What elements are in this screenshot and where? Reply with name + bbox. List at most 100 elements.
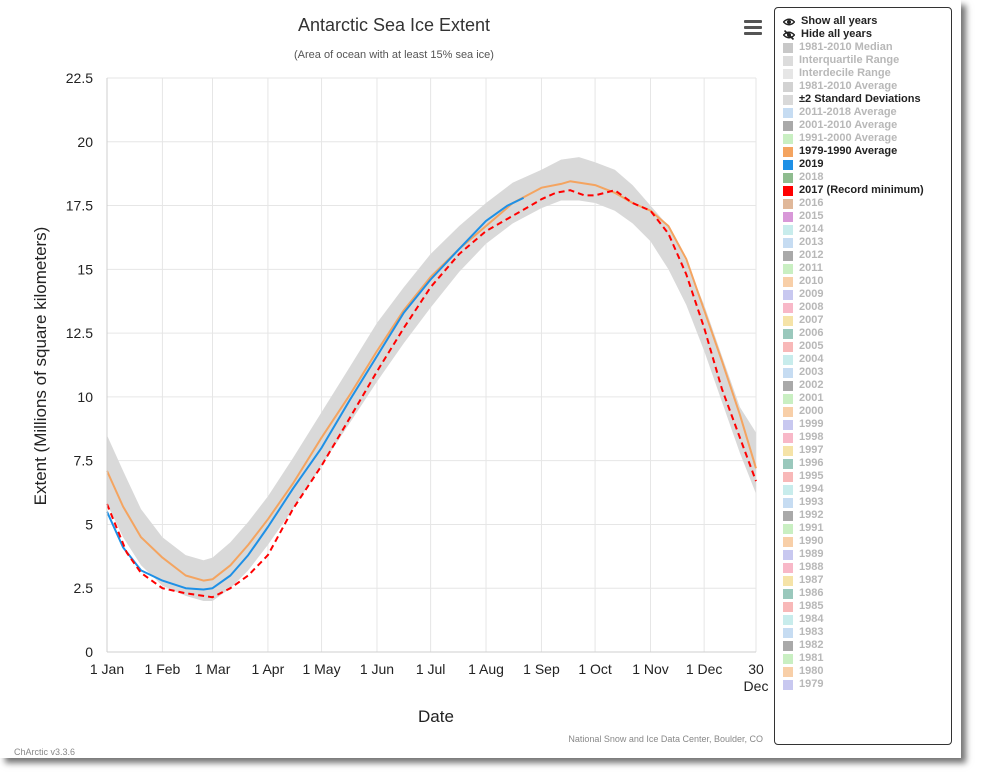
eye-icon [783, 18, 795, 25]
legend-item-label: 1986 [799, 587, 824, 599]
legend-item[interactable]: Interdecile Range [783, 67, 951, 80]
legend-item-label: 2007 [799, 314, 824, 326]
legend-item[interactable]: 2013 [783, 236, 951, 249]
legend-item-label: 1998 [799, 431, 824, 443]
legend-swatch [783, 276, 793, 287]
legend-item[interactable]: 2014 [783, 223, 951, 236]
x-tick-label: 1 Sep [523, 661, 560, 677]
legend-swatch [783, 289, 793, 300]
legend-item-label: 2000 [799, 405, 824, 417]
legend-item[interactable]: 1986 [783, 587, 951, 600]
legend-item-label: 1988 [799, 561, 824, 573]
x-tick-label: 1 Dec [686, 661, 723, 677]
legend-swatch [783, 679, 793, 690]
show-all-years-button[interactable]: Show all years [783, 15, 951, 28]
legend-swatch [783, 575, 793, 586]
legend-item[interactable]: 2017 (Record minimum) [783, 184, 951, 197]
legend-item[interactable]: 1982 [783, 639, 951, 652]
legend-item[interactable]: 1984 [783, 613, 951, 626]
legend-swatch [783, 614, 793, 625]
legend-item[interactable]: 1992 [783, 509, 951, 522]
legend-item[interactable]: 2011 [783, 262, 951, 275]
legend-item[interactable]: 2002 [783, 379, 951, 392]
legend-item[interactable]: 1979-1990 Average [783, 145, 951, 158]
legend-item[interactable]: 2005 [783, 340, 951, 353]
legend-item[interactable]: 1991-2000 Average [783, 132, 951, 145]
hamburger-menu-icon[interactable] [744, 20, 762, 36]
axis-layer: 0 2.5 5 7.5 10 12.5 15 17.5 20 22.5 1 Jan 1 Feb 1 Ma… [66, 70, 769, 694]
legend-item-label: 2012 [799, 249, 824, 261]
legend-item[interactable]: 1988 [783, 561, 951, 574]
legend-item[interactable]: 2004 [783, 353, 951, 366]
legend-swatch [783, 250, 793, 261]
legend-swatch [783, 432, 793, 443]
x-tick-label: 1 Feb [145, 661, 181, 677]
legend-item-label: 2016 [799, 197, 824, 209]
legend-item[interactable]: ±2 Standard Deviations [783, 93, 951, 106]
legend-item[interactable]: 2018 [783, 171, 951, 184]
legend-item[interactable]: 1995 [783, 470, 951, 483]
legend-item[interactable]: 1993 [783, 496, 951, 509]
legend-swatch [783, 497, 793, 508]
legend-item[interactable]: 1999 [783, 418, 951, 431]
legend-item-label: 2017 (Record minimum) [799, 184, 924, 196]
legend-item-label: 1989 [799, 548, 824, 560]
legend-item[interactable]: 2000 [783, 405, 951, 418]
legend-item-label: 1983 [799, 626, 824, 638]
legend-item[interactable]: 1985 [783, 600, 951, 613]
series-line[interactable] [106, 196, 525, 591]
legend-item[interactable]: 1994 [783, 483, 951, 496]
legend-item-label: 1997 [799, 444, 824, 456]
legend-item[interactable]: 2016 [783, 197, 951, 210]
legend-item[interactable]: 2019 [783, 158, 951, 171]
y-tick-label: 15 [77, 261, 93, 277]
legend-item[interactable]: 2008 [783, 301, 951, 314]
legend-swatch [783, 263, 793, 274]
legend-item[interactable]: 2015 [783, 210, 951, 223]
legend-item-label: 1981-2010 Median [799, 41, 893, 53]
legend-panel: Show all years Hide all years 1981-2010 … [774, 7, 952, 745]
y-tick-label: 0 [85, 644, 93, 660]
legend-item[interactable]: 1989 [783, 548, 951, 561]
legend-item[interactable]: 2009 [783, 288, 951, 301]
legend-swatch [783, 354, 793, 365]
legend-item-label: 2011-2018 Average [799, 106, 897, 118]
legend-item[interactable]: 2010 [783, 275, 951, 288]
legend-item[interactable]: 1980 [783, 665, 951, 678]
legend-item[interactable]: 2007 [783, 314, 951, 327]
hide-all-years-button[interactable]: Hide all years [783, 28, 951, 41]
y-tick-label: 20 [77, 134, 93, 150]
legend-item[interactable]: 1998 [783, 431, 951, 444]
legend-swatch [783, 471, 793, 482]
legend-item-label: 1993 [799, 496, 824, 508]
legend-item[interactable]: 2006 [783, 327, 951, 340]
legend-swatch [783, 172, 793, 183]
legend-item[interactable]: 1997 [783, 444, 951, 457]
legend-item[interactable]: 2001 [783, 392, 951, 405]
legend-swatch [783, 107, 793, 118]
legend-swatch [783, 42, 793, 53]
legend-item[interactable]: 2012 [783, 249, 951, 262]
legend-item[interactable]: 1996 [783, 457, 951, 470]
legend-item-label: Interquartile Range [799, 54, 900, 66]
legend-item[interactable]: 1981-2010 Average [783, 80, 951, 93]
legend-item[interactable]: Interquartile Range [783, 54, 951, 67]
credits-text[interactable]: National Snow and Ice Data Center, Bould… [568, 734, 763, 744]
legend-item[interactable]: 2001-2010 Average [783, 119, 951, 132]
legend-item[interactable]: 1990 [783, 535, 951, 548]
legend-item[interactable]: 1991 [783, 522, 951, 535]
legend-item[interactable]: 1981-2010 Median [783, 41, 951, 54]
series-line[interactable] [106, 189, 757, 599]
legend-swatch [783, 198, 793, 209]
legend-item-label: 1980 [799, 665, 824, 677]
band-layer [107, 157, 756, 601]
legend-item-label: 2009 [799, 288, 824, 300]
legend-item[interactable]: 1981 [783, 652, 951, 665]
legend-item[interactable]: 2011-2018 Average [783, 106, 951, 119]
legend-item[interactable]: 2003 [783, 366, 951, 379]
legend-item-label: 2015 [799, 210, 824, 222]
legend-item[interactable]: 1987 [783, 574, 951, 587]
legend-item[interactable]: 1979 [783, 678, 951, 691]
legend-item-label: 1981 [799, 652, 824, 664]
legend-item[interactable]: 1983 [783, 626, 951, 639]
